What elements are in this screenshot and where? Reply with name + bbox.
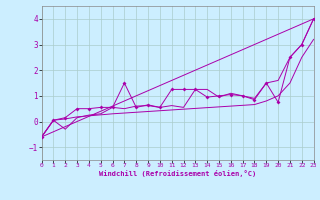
X-axis label: Windchill (Refroidissement éolien,°C): Windchill (Refroidissement éolien,°C) [99, 170, 256, 177]
